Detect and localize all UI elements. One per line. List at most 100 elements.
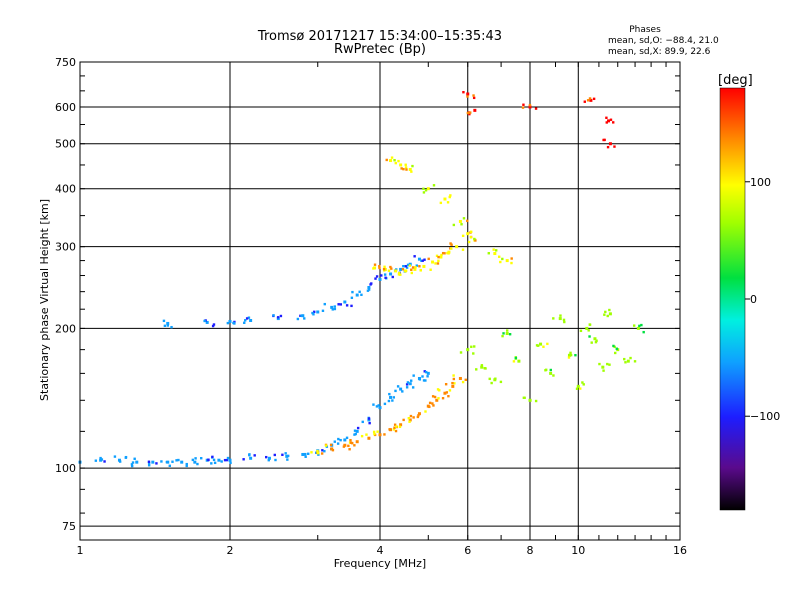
data-point bbox=[396, 385, 400, 388]
data-point bbox=[418, 265, 421, 268]
data-point bbox=[522, 103, 525, 106]
data-point bbox=[536, 344, 540, 347]
data-point bbox=[493, 252, 497, 256]
data-point bbox=[265, 455, 268, 459]
data-point bbox=[424, 189, 428, 192]
data-point bbox=[394, 269, 398, 273]
data-point bbox=[249, 456, 253, 460]
data-point bbox=[228, 319, 232, 323]
data-point bbox=[435, 254, 439, 258]
data-point bbox=[495, 249, 498, 252]
data-point bbox=[632, 324, 636, 327]
data-point bbox=[391, 275, 394, 279]
data-point bbox=[466, 92, 470, 96]
data-point bbox=[413, 267, 417, 271]
data-point bbox=[103, 460, 106, 463]
data-point bbox=[286, 454, 290, 458]
data-point bbox=[588, 97, 592, 100]
data-point bbox=[272, 314, 275, 317]
data-point bbox=[433, 395, 437, 399]
data-point bbox=[608, 363, 611, 366]
data-point bbox=[163, 324, 167, 328]
data-point bbox=[443, 391, 447, 395]
data-point bbox=[170, 325, 173, 329]
data-point bbox=[468, 112, 471, 116]
data-point bbox=[177, 458, 180, 462]
data-point bbox=[458, 219, 462, 223]
axis-ticks bbox=[79, 61, 681, 540]
data-point bbox=[593, 337, 597, 341]
data-point bbox=[452, 374, 455, 377]
data-point bbox=[367, 286, 371, 290]
data-point bbox=[521, 106, 525, 109]
data-point bbox=[296, 317, 300, 321]
data-point bbox=[130, 464, 134, 468]
data-point bbox=[410, 170, 413, 173]
data-point bbox=[397, 271, 401, 275]
data-point bbox=[373, 263, 377, 266]
data-point bbox=[438, 389, 441, 392]
data-point bbox=[563, 320, 566, 324]
data-point bbox=[426, 375, 429, 378]
data-point bbox=[405, 168, 408, 171]
data-point bbox=[612, 344, 615, 348]
data-point bbox=[393, 426, 396, 429]
data-point bbox=[358, 290, 361, 294]
data-point bbox=[528, 103, 532, 107]
data-point bbox=[372, 403, 375, 406]
data-point bbox=[626, 359, 630, 363]
data-point bbox=[389, 265, 392, 269]
data-point bbox=[323, 449, 326, 453]
data-point bbox=[118, 460, 122, 463]
data-point bbox=[347, 444, 350, 448]
data-point bbox=[487, 252, 490, 255]
data-point bbox=[416, 415, 420, 419]
data-point bbox=[313, 310, 316, 314]
data-point bbox=[375, 405, 379, 408]
x-tick-label: 2 bbox=[227, 544, 234, 557]
data-point bbox=[324, 444, 328, 447]
data-point bbox=[435, 398, 439, 402]
data-point bbox=[353, 444, 356, 447]
data-point bbox=[424, 410, 427, 413]
data-point bbox=[419, 269, 422, 272]
data-point bbox=[605, 121, 608, 124]
data-point bbox=[207, 458, 210, 462]
data-point bbox=[311, 311, 314, 315]
data-point bbox=[469, 230, 473, 233]
data-point bbox=[408, 262, 412, 266]
data-point bbox=[225, 458, 229, 462]
data-point bbox=[171, 460, 174, 463]
data-point bbox=[546, 342, 549, 346]
data-point bbox=[415, 264, 418, 267]
data-point bbox=[367, 437, 371, 440]
data-point bbox=[460, 223, 463, 226]
data-point bbox=[447, 252, 450, 255]
colorbar-label: [deg] bbox=[718, 73, 753, 88]
data-point bbox=[223, 458, 227, 462]
y-tick-label: 400 bbox=[55, 183, 76, 196]
data-point bbox=[604, 310, 607, 314]
data-point bbox=[300, 314, 303, 317]
y-tick-label: 500 bbox=[55, 138, 76, 151]
data-point bbox=[410, 271, 413, 275]
data-point bbox=[398, 425, 402, 429]
data-point bbox=[569, 351, 572, 355]
data-point bbox=[411, 386, 415, 389]
data-point bbox=[226, 456, 230, 460]
data-point bbox=[166, 324, 170, 327]
data-point bbox=[378, 277, 382, 281]
x-tick-label: 6 bbox=[464, 544, 471, 557]
x-tick-label: 1 bbox=[77, 544, 84, 557]
data-point bbox=[581, 381, 584, 384]
data-point bbox=[384, 276, 387, 279]
data-point bbox=[417, 412, 421, 416]
data-point bbox=[408, 382, 412, 386]
data-point bbox=[472, 94, 475, 97]
data-point bbox=[594, 340, 598, 344]
data-point bbox=[428, 401, 432, 405]
data-point bbox=[461, 234, 465, 238]
data-point bbox=[601, 365, 605, 369]
data-point bbox=[567, 356, 571, 359]
data-point bbox=[165, 460, 169, 464]
